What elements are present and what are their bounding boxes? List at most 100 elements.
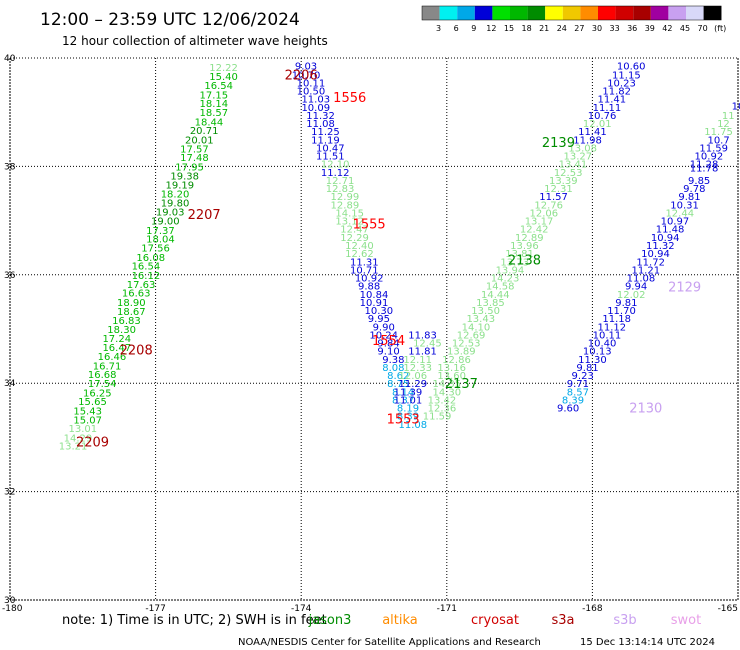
colorbar-swatch <box>650 6 669 20</box>
wave-height-value: 10.94 <box>641 249 670 260</box>
colorbar-label: 33 <box>610 24 620 33</box>
wave-height-value: 11.83 <box>408 330 437 341</box>
wave-height-value: 16.47 <box>102 343 131 354</box>
wave-height-value: 12.89 <box>515 233 544 244</box>
wave-height-value: 11.59 <box>699 143 728 154</box>
wave-height-value: 11.19 <box>311 135 340 146</box>
track: 12.2215.4016.5417.1518.1418.5718.4420.71… <box>59 63 238 452</box>
satellite-legend: jason3 altika cryosat s3a s3b swot <box>308 613 702 628</box>
wave-height-value: 12.45 <box>413 339 442 350</box>
wave-height-value: 11.29 <box>399 379 428 390</box>
wave-height-value: 9.60 <box>557 404 579 415</box>
wave-height-value: 10.97 <box>661 217 690 228</box>
wave-height-value: 11.28 <box>690 160 719 171</box>
pass-number-label: 1556 <box>333 91 366 106</box>
pass-number-label: 2130 <box>629 402 662 417</box>
wave-height-value: 12.06 <box>399 371 428 382</box>
satellite-legend-altika: altika <box>382 613 418 628</box>
wave-height-value: 18.30 <box>107 325 136 336</box>
wave-height-value: 10 <box>732 102 740 113</box>
wave-height-value: 18.14 <box>200 99 229 110</box>
y-tick-label: 36 <box>4 271 16 281</box>
wave-height-value: 10.11 <box>297 78 326 89</box>
wave-height-value: 10.09 <box>301 103 330 114</box>
wave-height-value: 10.23 <box>607 78 636 89</box>
wave-height-value: 11.21 <box>631 265 660 276</box>
wave-height-value: 15.43 <box>73 406 102 417</box>
wave-height-value: 12.40 <box>345 241 374 252</box>
x-tick-label: -177 <box>145 604 165 614</box>
wave-height-value: 12.47 <box>340 225 369 236</box>
y-tick-label: 38 <box>4 162 16 172</box>
wave-height-value: 10.71 <box>350 265 379 276</box>
wave-height-value: 10.92 <box>355 274 384 285</box>
wave-height-value: 13.27 <box>564 152 593 163</box>
pass-number-label: 2139 <box>542 136 575 151</box>
wave-height-value: 8.14 <box>392 387 414 398</box>
pass-number-label: 1555 <box>353 217 386 232</box>
wave-height-value: 11.57 <box>539 192 568 203</box>
colorbar-swatch <box>686 6 704 20</box>
wave-height-value: 13.41 <box>559 160 588 171</box>
colorbar-swatch <box>703 6 722 20</box>
wave-height-value: 12.10 <box>321 160 350 171</box>
wave-height-value: 13.12 <box>335 217 364 228</box>
wave-height-value: 17.63 <box>127 280 156 291</box>
wave-height-value: 18.57 <box>200 108 229 119</box>
wave-height-value: 16.54 <box>132 262 161 273</box>
colorbar-label: 39 <box>645 24 655 33</box>
wave-height-value: 19.38 <box>170 172 199 183</box>
wave-height-value: 9.95 <box>368 314 390 325</box>
wave-height-value: 16.83 <box>112 316 141 327</box>
wave-height-value: 10.47 <box>316 143 345 154</box>
wave-height-value: 13.60 <box>437 371 466 382</box>
wave-height-value: 11.08 <box>627 274 656 285</box>
track: 11.8312.4511.8112.1112.3312.0611.2911.39… <box>394 330 442 406</box>
wave-height-value: 8.75 <box>387 379 409 390</box>
wave-height-value: 9.71 <box>567 379 589 390</box>
track: 9.0310.7010.1110.5011.0310.0911.3211.081… <box>292 62 427 431</box>
wave-height-value: 16.08 <box>136 253 165 264</box>
colorbar-label: 3 <box>436 24 441 33</box>
wave-height-value: 12.31 <box>544 184 573 195</box>
wave-height-value: 13.89 <box>447 347 476 358</box>
wave-height-value: 10.30 <box>365 306 394 317</box>
colorbar-label: 9 <box>471 24 476 33</box>
wave-height-value: 9.78 <box>683 184 705 195</box>
wave-height-value: 11.75 <box>704 127 733 138</box>
wave-height-value: 12.22 <box>209 63 238 74</box>
wave-height-value: 12.99 <box>331 192 360 203</box>
pass-number-label: 2208 <box>120 344 153 359</box>
wave-height-value: 11.08 <box>399 420 428 431</box>
x-tick-label: -165 <box>718 604 738 614</box>
colorbar-swatch <box>598 6 616 20</box>
colorbar-swatch <box>580 6 598 20</box>
wave-height-value: 9.81 <box>615 298 637 309</box>
wave-height-value: 15.07 <box>73 416 102 427</box>
footer-credit: NOAA/NESDIS Center for Satellite Applica… <box>238 637 541 648</box>
wave-height-value: 20.71 <box>190 126 219 137</box>
wave-height-value: 17.48 <box>180 153 209 164</box>
wave-height-value: 12.42 <box>520 225 549 236</box>
wave-height-value: 13.01 <box>68 424 97 435</box>
wave-height-value: 20.01 <box>185 135 214 146</box>
colorbar-label: 21 <box>539 24 549 33</box>
wave-height-value: 10.7 <box>707 135 729 146</box>
pass-number-label: 1554 <box>372 334 405 349</box>
wave-height-value: 11.78 <box>690 163 719 174</box>
wave-height-value: 9.88 <box>358 282 380 293</box>
wave-height-value: 10.60 <box>617 62 646 73</box>
colorbar-label: 70 <box>698 24 708 33</box>
wave-height-value: 18.20 <box>161 190 190 201</box>
wave-height-value: 10.31 <box>670 200 699 211</box>
wave-height-value: 11.41 <box>597 95 626 106</box>
satellite-legend-swot: swot <box>671 613 701 628</box>
pass-number-label: 2138 <box>508 254 541 269</box>
y-tick-label: 30 <box>4 596 16 606</box>
wave-height-value: 10.92 <box>695 152 724 163</box>
wave-height-value: 13.50 <box>471 306 500 317</box>
wave-height-value: 12.33 <box>403 363 432 374</box>
wave-height-value: 9.84 <box>377 339 399 350</box>
x-tick-label: -171 <box>437 604 457 614</box>
